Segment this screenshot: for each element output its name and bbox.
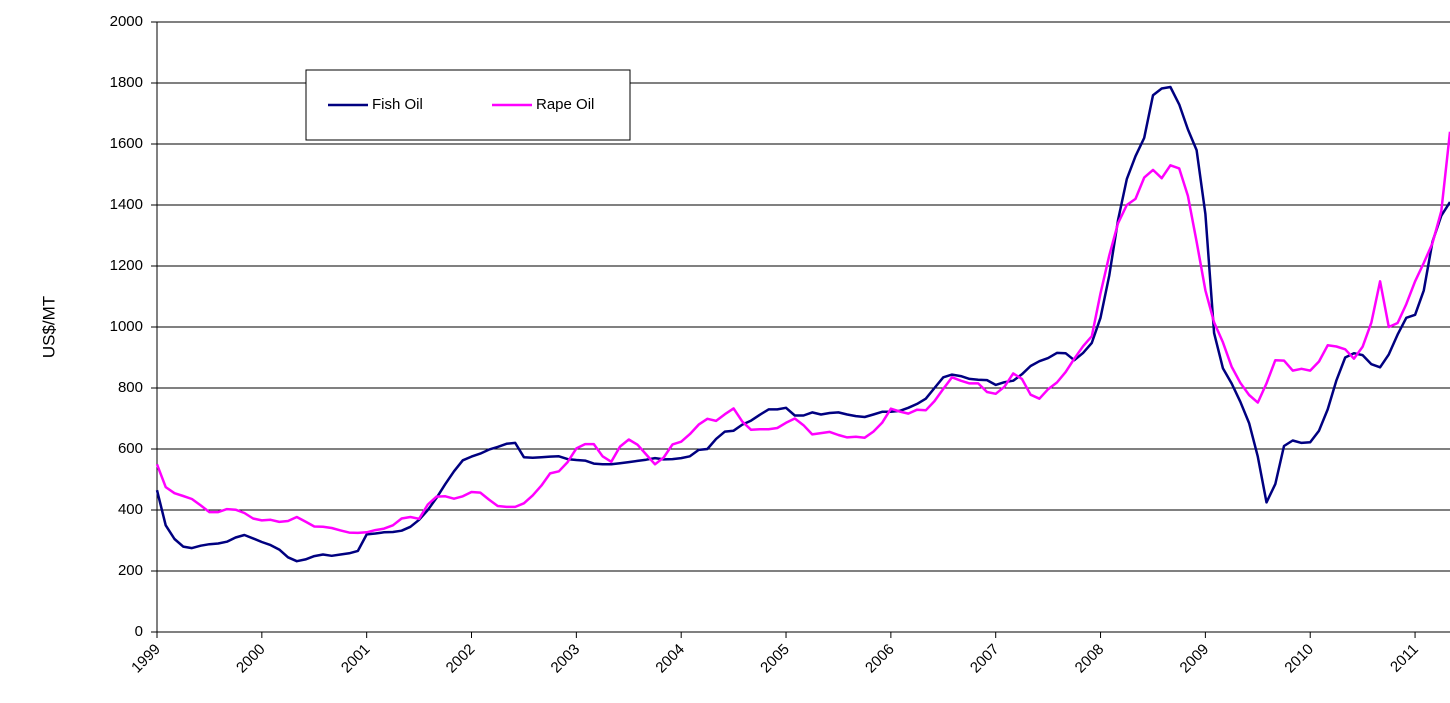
x-tick-label: 2005 xyxy=(757,641,793,677)
x-tick-label: 2009 xyxy=(1177,641,1213,677)
data-line xyxy=(155,131,1450,535)
y-tick-label: 1000 xyxy=(110,318,143,335)
y-tick-label: 200 xyxy=(118,562,143,579)
legend: Fish Oil Rape Oil xyxy=(305,69,631,141)
y-tick-label: 400 xyxy=(118,501,143,518)
x-tick-label: 1999 xyxy=(128,641,164,677)
y-axis-label: US$/MT xyxy=(39,296,58,358)
data-line xyxy=(155,85,1450,563)
x-tick-label: 2001 xyxy=(338,641,374,677)
x-tick-label: 2008 xyxy=(1072,641,1108,677)
y-tick-label: 1600 xyxy=(110,135,143,152)
legend-label: Fish Oil xyxy=(372,96,423,113)
y-tick-label: 1200 xyxy=(110,257,143,274)
legend-label: Rape Oil xyxy=(536,96,594,113)
x-tick-label: 2006 xyxy=(862,641,898,677)
y-tick-label: 1800 xyxy=(110,74,143,91)
y-tick-label: 1400 xyxy=(110,196,143,213)
x-tick-label: 2003 xyxy=(548,641,584,677)
x-tick-label: 2007 xyxy=(967,641,1003,677)
x-tick-label: 2004 xyxy=(652,641,688,677)
y-tick-label: 2000 xyxy=(110,13,143,30)
x-tick-label: 2000 xyxy=(233,641,269,677)
y-tick-label: 0 xyxy=(135,623,143,640)
y-tick-label: 600 xyxy=(118,440,143,457)
x-tick-label: 2002 xyxy=(443,641,479,677)
y-tick-label: 800 xyxy=(118,379,143,396)
x-tick-label: 2010 xyxy=(1281,641,1317,677)
x-tick-label: 2011 xyxy=(1387,641,1422,676)
